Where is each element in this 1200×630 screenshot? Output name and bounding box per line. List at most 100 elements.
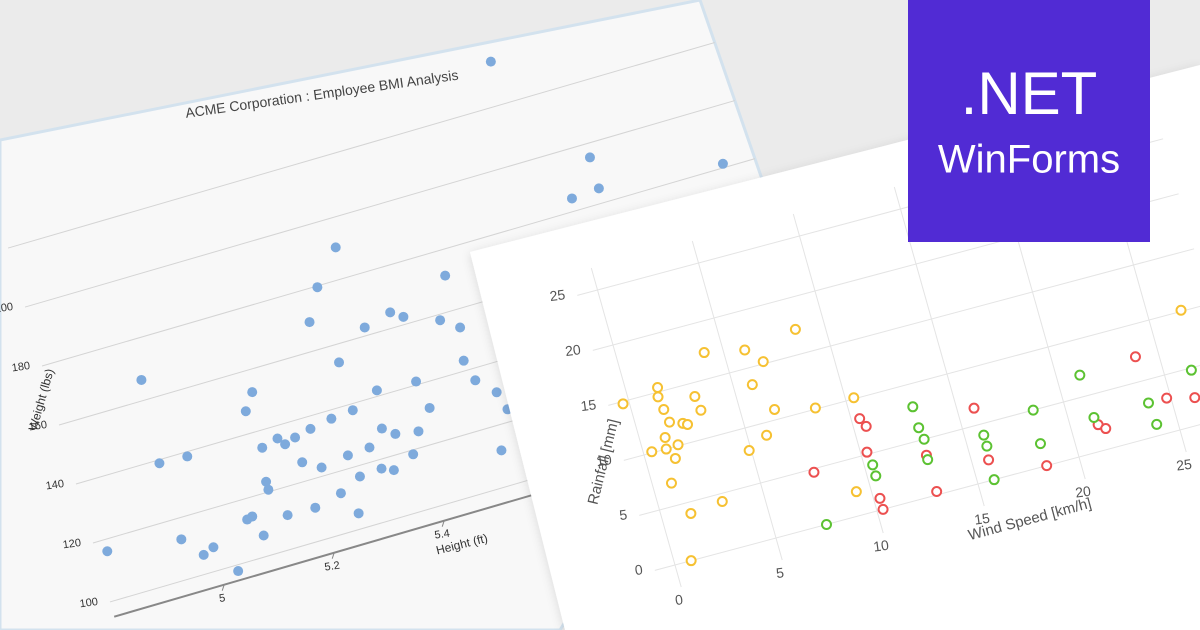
point: [983, 454, 995, 466]
y-tick-label: 0: [634, 561, 644, 578]
point: [981, 440, 993, 452]
grid-line: [639, 358, 1200, 516]
grid-line: [590, 267, 682, 588]
point: [698, 347, 710, 359]
point: [247, 511, 258, 522]
point: [617, 398, 629, 410]
x-axis-line: [113, 375, 790, 618]
point: [272, 433, 283, 444]
point: [689, 390, 701, 402]
point: [652, 391, 664, 403]
point: [282, 510, 293, 521]
point: [413, 426, 424, 437]
point: [411, 376, 422, 387]
x-tick-label: 0: [674, 591, 684, 608]
point: [353, 508, 364, 519]
point: [1034, 438, 1046, 450]
point: [485, 56, 496, 67]
point: [154, 458, 165, 469]
point: [860, 420, 872, 432]
point: [913, 422, 925, 434]
point: [335, 488, 346, 499]
point: [1185, 364, 1197, 376]
point: [310, 502, 321, 513]
point: [821, 519, 832, 530]
point: [388, 465, 399, 476]
badge-title: .NET: [961, 60, 1098, 127]
point: [455, 322, 466, 333]
y-tick-label: 10: [595, 451, 613, 469]
point: [470, 375, 481, 386]
point: [261, 476, 272, 487]
point: [743, 445, 755, 457]
point: [658, 404, 670, 415]
point: [808, 466, 820, 478]
point: [359, 322, 370, 333]
y-tick-label: 5: [618, 506, 628, 523]
x-tick-label: 25: [1175, 456, 1193, 474]
y-tick-label: 200: [0, 301, 14, 315]
x-tick-label: 5: [775, 564, 785, 581]
point: [364, 442, 375, 453]
point: [354, 471, 365, 482]
badge-background: [908, 0, 1150, 242]
point: [1074, 369, 1086, 381]
point: [247, 387, 258, 398]
point: [685, 555, 697, 567]
point: [312, 282, 323, 293]
x-tick-label: 15: [973, 510, 991, 528]
point: [491, 387, 502, 398]
grid-line: [24, 66, 790, 308]
point: [1041, 460, 1053, 472]
point: [659, 432, 671, 444]
point: [208, 542, 219, 553]
grid-line: [792, 213, 884, 534]
point: [390, 428, 401, 439]
point: [136, 374, 147, 385]
y-tick-label: 25: [549, 286, 567, 304]
point: [646, 446, 658, 458]
point: [304, 317, 315, 328]
grid-line: [608, 248, 1195, 406]
point: [240, 406, 251, 417]
point: [584, 152, 595, 163]
point: [330, 242, 341, 253]
grid-line: [691, 240, 783, 561]
point: [458, 355, 469, 366]
point: [739, 344, 751, 356]
point: [408, 449, 419, 460]
point: [1151, 418, 1163, 430]
point: [182, 451, 193, 462]
point: [496, 445, 507, 456]
point: [850, 486, 862, 498]
point: [305, 423, 316, 434]
point: [376, 423, 387, 434]
point: [102, 546, 113, 557]
point: [695, 404, 707, 416]
point: [848, 392, 860, 404]
point: [376, 463, 387, 474]
point: [326, 413, 337, 424]
point: [867, 459, 879, 471]
grid-line: [109, 361, 790, 603]
point: [907, 401, 919, 413]
point: [316, 462, 327, 473]
grid-line: [41, 125, 790, 367]
point: [334, 357, 345, 368]
point: [1088, 412, 1100, 424]
point: [566, 193, 577, 204]
point: [672, 439, 684, 451]
point: [1161, 392, 1173, 404]
point: [1189, 392, 1200, 404]
y-tick-label: 180: [11, 360, 31, 374]
point: [1175, 304, 1187, 316]
point: [874, 492, 886, 504]
point: [257, 442, 268, 453]
point: [918, 433, 930, 445]
x-tick-label: 20: [1074, 483, 1092, 501]
point: [297, 457, 308, 468]
point: [665, 477, 677, 489]
point: [757, 356, 769, 368]
point: [685, 507, 697, 519]
